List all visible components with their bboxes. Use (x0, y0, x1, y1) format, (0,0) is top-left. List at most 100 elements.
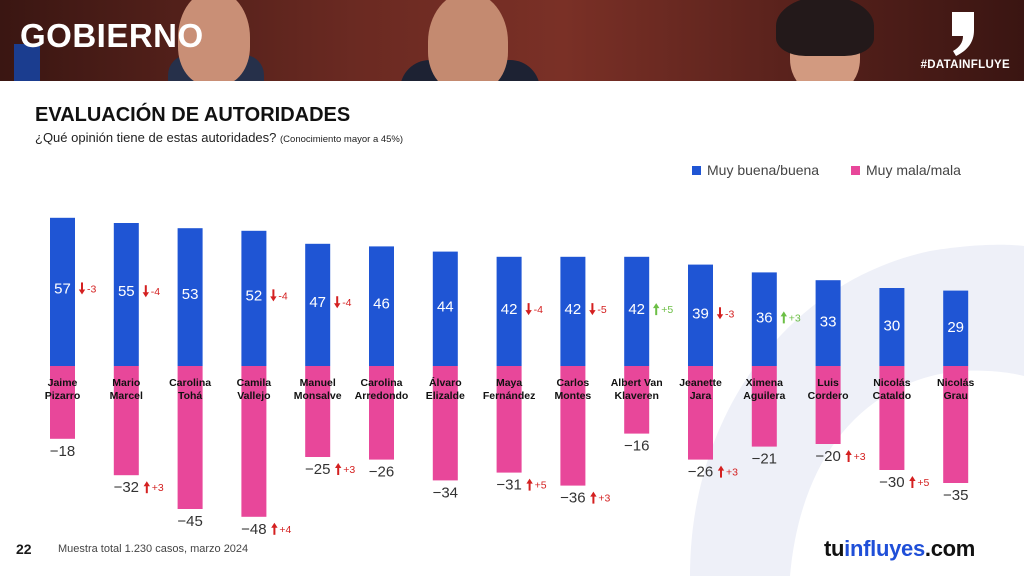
value-label-positive: 53 (182, 286, 199, 303)
value-label-positive: 30 (884, 318, 901, 335)
change-negative: +3 (343, 464, 355, 476)
value-label-positive: 39 (692, 305, 709, 322)
bar-positive (241, 230, 267, 366)
hashtag-label: #DATAINFLUYE (920, 59, 1010, 71)
value-label-negative: −31 (496, 477, 521, 494)
legend-item-positive: Muy buena/buena (692, 162, 819, 178)
brand-suffix: .com (924, 536, 976, 561)
value-label-negative: −36 (560, 490, 585, 507)
change-negative-arrow (143, 481, 150, 494)
value-label-positive: 36 (756, 309, 773, 326)
category-label-line1: Maya (496, 377, 522, 389)
category-label-line1: Jaime (48, 377, 78, 389)
value-label-negative: −21 (752, 451, 777, 468)
chart-subtitle: ¿Qué opinión tiene de estas autoridades?… (35, 130, 403, 145)
category-label-line2: Grau (943, 390, 968, 402)
value-label-negative: −30 (879, 474, 904, 491)
category-label-line1: Albert Van (611, 377, 663, 389)
legend-label-positive: Muy buena/buena (707, 162, 820, 178)
value-label-positive: 44 (437, 298, 454, 315)
bar-positive (751, 272, 777, 366)
value-label-positive: 55 (118, 283, 135, 300)
bar-negative (241, 366, 267, 517)
category-label-line2: Vallejo (237, 390, 270, 402)
category-label-line2: Montes (555, 390, 592, 402)
change-positive: -4 (278, 290, 287, 302)
change-negative: +4 (279, 524, 291, 536)
change-positive-arrow (716, 307, 724, 320)
legend-swatch-negative (851, 165, 860, 175)
change-positive: -5 (597, 304, 606, 316)
brand-part: tu (824, 536, 845, 561)
category-label-line2: Jara (690, 390, 712, 402)
value-label-positive: 42 (501, 301, 518, 318)
bar-positive (560, 256, 586, 366)
category-label-line2: Monsalve (294, 390, 342, 402)
bar-positive (305, 243, 331, 366)
category-label-line2: Tohá (178, 390, 202, 402)
section-title: GOBIERNO (20, 17, 204, 54)
change-negative-arrow (590, 491, 597, 504)
person-photo (428, 0, 508, 81)
change-positive-arrow (525, 303, 532, 316)
bar-positive (943, 290, 969, 366)
change-positive-arrow (780, 311, 787, 324)
category-label-line1: Mario (112, 377, 140, 389)
question-note: (Conocimiento mayor a 45%) (280, 134, 404, 145)
value-label-positive: 29 (947, 319, 964, 336)
value-label-negative: −16 (624, 438, 649, 455)
chart-title: EVALUACIÓN DE AUTORIDADES (35, 104, 351, 126)
category-label-line1: Carolina (360, 377, 402, 389)
bar-positive (432, 251, 458, 366)
bar-negative (496, 366, 522, 473)
value-label-negative: −34 (433, 484, 458, 501)
flag-image (14, 44, 40, 81)
category-label-line2: Aguilera (743, 390, 785, 402)
bar-negative (879, 366, 905, 470)
bar-positive (688, 264, 713, 366)
value-label-negative: −25 (305, 461, 330, 478)
value-label-positive: 47 (309, 294, 326, 311)
bar-positive (177, 228, 203, 366)
sample-note: Muestra total 1.230 casos, marzo 2024 (58, 543, 249, 555)
change-positive: +5 (661, 304, 673, 316)
value-label-negative: −18 (50, 443, 75, 460)
header-banner: GOBIERNO #DATAINFLUYE (0, 0, 1024, 81)
change-negative-arrow (335, 463, 342, 475)
category-label-line1: Carlos (557, 377, 590, 389)
change-positive-arrow (78, 282, 86, 295)
value-label-negative: −45 (177, 513, 202, 530)
value-label-positive: 57 (54, 280, 71, 297)
page-number: 22 (16, 541, 32, 557)
brand-logo: tuinfluyes.com (824, 536, 975, 562)
bar-negative (560, 366, 586, 486)
bar-positive (369, 246, 394, 366)
change-positive: -3 (87, 283, 96, 295)
category-label-line1: Camila (237, 377, 272, 389)
legend-item-negative: Muy mala/mala (851, 162, 961, 178)
change-positive-arrow (589, 303, 596, 316)
category-label-line2: Marcel (110, 390, 143, 402)
bar-negative (369, 366, 394, 460)
value-label-positive: 42 (565, 301, 582, 318)
category-label-line2: Arredondo (355, 390, 409, 402)
category-label-line1: Luis (817, 377, 839, 389)
bar-positive (113, 223, 139, 366)
bar-negative (688, 366, 713, 460)
category-label-line1: Manuel (300, 377, 336, 389)
value-label-positive: 42 (628, 301, 645, 318)
change-negative-arrow (717, 465, 725, 478)
change-negative: +5 (917, 477, 929, 489)
category-label-line1: Nicolás (873, 377, 911, 389)
bar-positive (879, 288, 905, 366)
value-label-negative: −48 (241, 521, 266, 538)
value-label-negative: −26 (369, 464, 394, 481)
change-positive-arrow (142, 285, 149, 298)
change-positive-arrow (653, 303, 660, 316)
quote-logo-icon (952, 12, 974, 56)
change-positive: -4 (534, 304, 543, 316)
person-photo (178, 0, 250, 81)
change-negative: +3 (152, 482, 164, 494)
change-negative: +3 (726, 467, 738, 479)
value-label-negative: −35 (943, 487, 968, 504)
